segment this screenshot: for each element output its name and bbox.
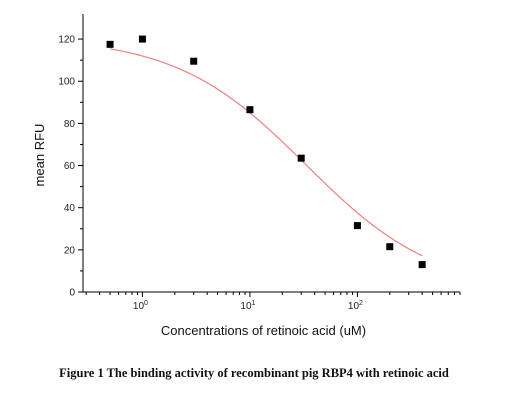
y-tick-label: 60 <box>64 161 76 172</box>
fit-curve-line <box>109 48 423 257</box>
figure-caption: Figure 1 The binding activity of recombi… <box>59 366 449 380</box>
fit-curve-layer <box>109 48 423 257</box>
data-point <box>138 35 146 43</box>
data-point <box>297 154 305 162</box>
data-point <box>246 106 254 114</box>
x-tick-exponent: 1 <box>252 300 256 307</box>
x-ticks: 100 101 102 <box>85 292 461 312</box>
data-point <box>353 222 361 230</box>
y-tick-label: 120 <box>58 35 75 46</box>
x-axis-title: Concentrations of retinoic acid (uM) <box>161 323 366 338</box>
x-tick-exponent: 0 <box>144 300 148 307</box>
x-tick-label: 101 <box>240 300 255 312</box>
x-tick-exponent: 2 <box>359 300 363 307</box>
y-tick-label: 40 <box>64 203 76 214</box>
x-tick-base: 10 <box>133 301 145 312</box>
data-point <box>106 40 114 48</box>
data-point <box>386 243 394 251</box>
y-tick-label: 100 <box>58 77 75 88</box>
y-axis-title: mean RFU <box>32 124 47 187</box>
data-point <box>190 57 198 65</box>
data-point <box>418 261 426 269</box>
y-tick-label: 0 <box>69 288 75 299</box>
y-ticks: 0 20 40 60 80 100 120 <box>58 35 83 299</box>
x-tick-base: 10 <box>240 301 252 312</box>
y-tick-label: 80 <box>64 119 76 130</box>
y-tick-label: 20 <box>64 245 76 256</box>
x-tick-label: 100 <box>133 300 148 312</box>
x-tick-base: 10 <box>348 301 360 312</box>
x-tick-label: 102 <box>348 300 363 312</box>
data-points <box>106 35 426 269</box>
